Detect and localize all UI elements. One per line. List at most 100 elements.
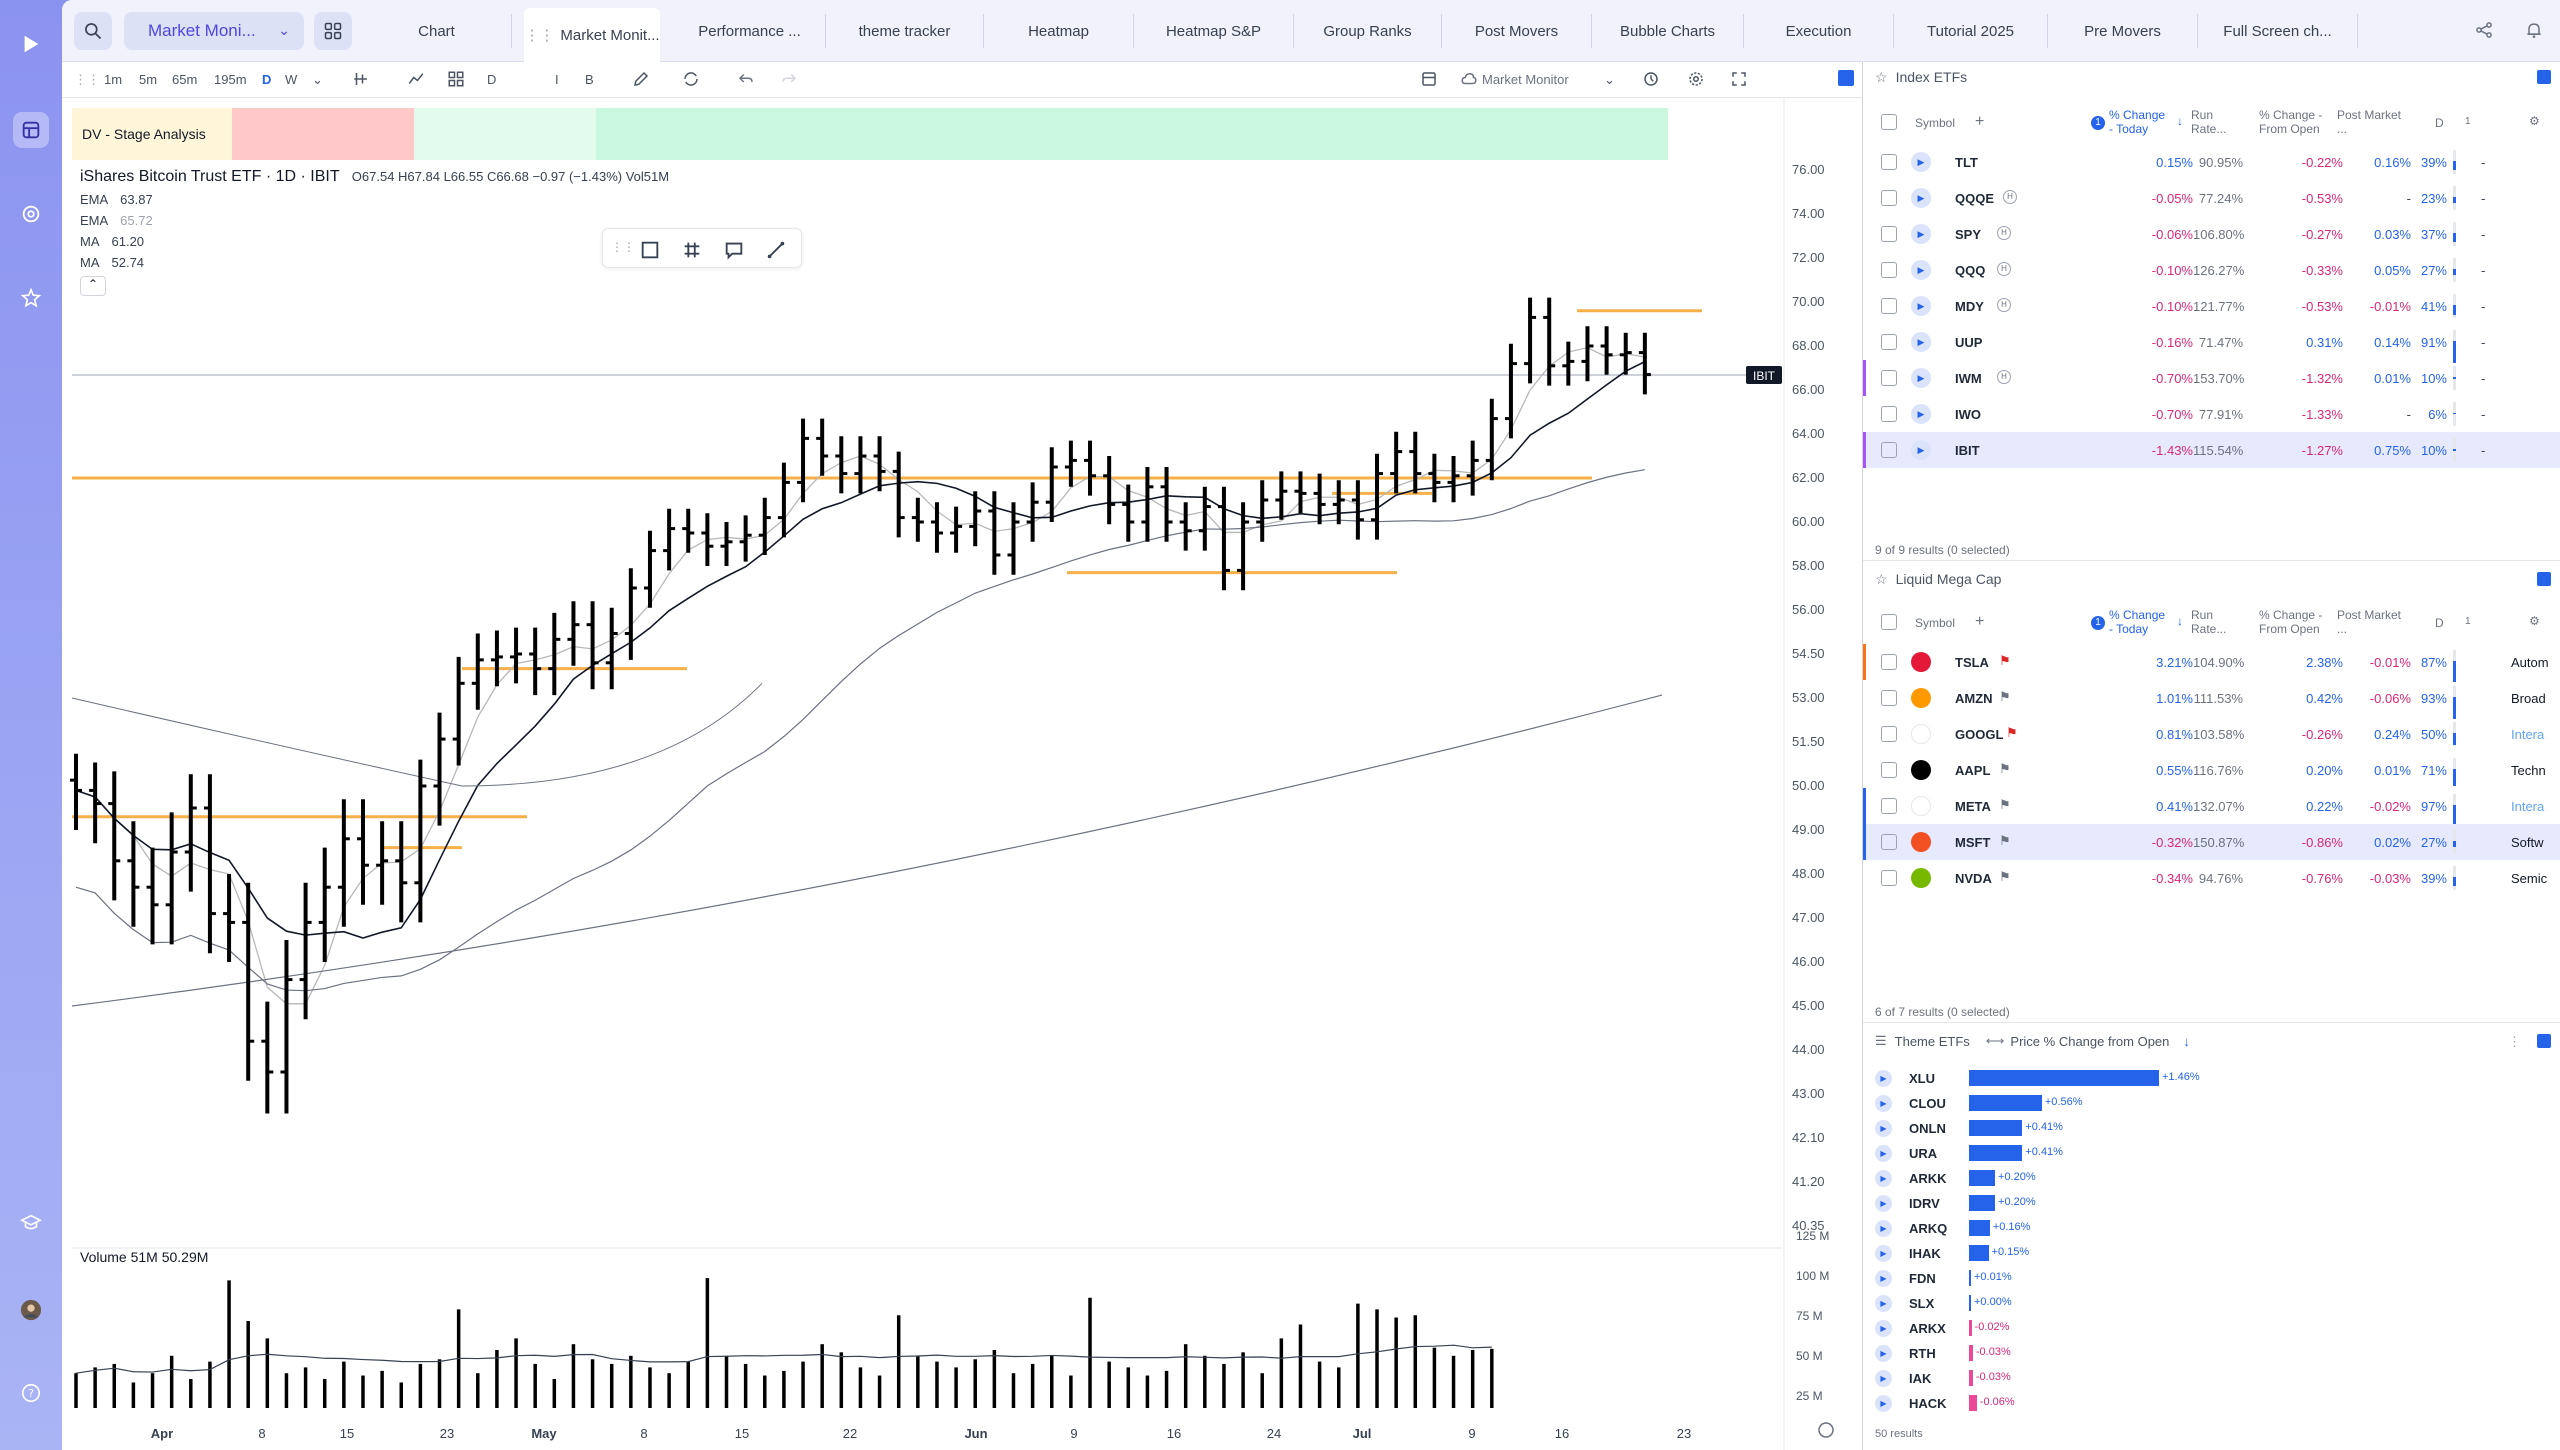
color-swatch[interactable] [1838,70,1854,86]
theme-symbol[interactable]: IDRV [1909,1196,1940,1211]
col-change-today[interactable]: % Change - Today [2109,108,2166,136]
interval-dropdown-icon[interactable]: ⌄ [312,72,323,87]
theme-row[interactable]: ▶ ARKX -0.02% [1863,1316,2560,1341]
play-icon[interactable]: ▶ [1875,1295,1892,1312]
play-icon[interactable]: ▶ [1875,1245,1892,1262]
theme-row[interactable]: ▶ XLU +1.46% [1863,1066,2560,1091]
row-symbol[interactable]: AAPL [1955,763,1991,778]
line-chart-icon[interactable] [407,70,425,91]
table-row[interactable]: MSFT ⚑ -0.32% 150.87% -0.86% 0.02% 27% Softw [1863,824,2560,860]
theme-symbol[interactable]: IAK [1909,1371,1932,1386]
tab-post-movers[interactable]: Post Movers [1442,14,1592,48]
row-symbol[interactable]: UUP [1955,335,1983,350]
collapse-legend-button[interactable]: ⌃ [80,276,106,296]
gear-icon[interactable] [1818,1422,1834,1438]
gear-icon[interactable] [1687,70,1705,91]
col-symbol[interactable]: Symbol [1915,116,1956,130]
interval-5m[interactable]: 5m [139,72,158,87]
tab-heatmap-sp[interactable]: Heatmap S&P [1134,14,1294,48]
color-swatch[interactable] [2537,1034,2551,1048]
gear-icon[interactable]: ⚙ [2529,114,2540,128]
row-checkbox[interactable] [1881,654,1897,670]
row-symbol[interactable]: IWO [1955,407,1981,422]
tab-pre-movers[interactable]: Pre Movers [2048,14,2198,48]
play-icon[interactable]: ▶ [1875,1120,1892,1137]
graduation-cap-icon[interactable] [13,1205,49,1241]
table-row[interactable]: ▶ QQQE H -0.05% 77.24% -0.53% -23% - [1863,180,2560,216]
fib-tool-icon[interactable] [681,239,703,261]
play-icon[interactable]: ▶ [1875,1220,1892,1237]
table-row[interactable]: ▶ TLT 0.15% 90.95% -0.22% 0.16% 39% - [1863,144,2560,180]
table-row[interactable]: ▶ UUP -0.16% 71.47% 0.31% 0.14% 91% - [1863,324,2560,363]
row-symbol[interactable]: IBIT [1955,443,1980,458]
theme-symbol[interactable]: RTH [1909,1346,1936,1361]
play-icon[interactable]: ▶ [1875,1170,1892,1187]
row-checkbox[interactable] [1881,190,1897,206]
more-icon[interactable]: ⋮ [2508,1034,2521,1049]
sort-desc-icon[interactable]: ↓ [2183,1033,2190,1049]
theme-symbol[interactable]: ARKK [1909,1171,1947,1186]
pencil-icon[interactable] [632,70,650,91]
table-row[interactable]: ▶ QQQ H -0.10% 126.27% -0.33% 0.05% 27% - [1863,252,2560,288]
share-icon[interactable] [2474,20,2494,45]
col-change-open[interactable]: % Change - From Open [2259,608,2323,636]
sort-desc-icon[interactable]: ↓ [2177,614,2183,628]
row-symbol[interactable]: QQQE [1955,191,1995,206]
col-post-market[interactable]: Post Market ... [2337,108,2402,136]
sort-desc-icon[interactable]: ↓ [2177,114,2183,128]
redo-icon[interactable] [780,70,798,91]
indicator-ma-1[interactable]: MA 61.20 [80,234,145,249]
col-run-rate[interactable]: Run Rate... [2191,608,2227,636]
help-icon[interactable]: ? [13,1375,49,1411]
theme-symbol[interactable]: HACK [1909,1396,1947,1411]
theme-symbol[interactable]: ARKX [1909,1321,1946,1336]
table-row[interactable]: NVDA ⚑ -0.34% 94.76% -0.76% -0.03% 39% Semic [1863,860,2560,896]
table-row[interactable]: ▶ IBIT -1.43% 115.54% -1.27% 0.75% 10% - [1863,432,2560,468]
col-1[interactable]: 1 [2465,616,2471,627]
select-all-checkbox[interactable] [1881,614,1897,630]
theme-row[interactable]: ▶ FDN +0.01% [1863,1266,2560,1291]
row-checkbox[interactable] [1881,690,1897,706]
col-change-today[interactable]: % Change - Today [2109,608,2166,636]
holdings-icon[interactable]: H [1997,226,2011,240]
star-icon[interactable]: ☆ [1875,68,1888,85]
tab-execution[interactable]: Execution [1744,14,1894,48]
gear-icon[interactable]: ⚙ [2529,614,2540,628]
row-checkbox[interactable] [1881,154,1897,170]
holdings-icon[interactable]: H [1997,298,2011,312]
workspace-select[interactable]: Market Moni... ⌄ [124,12,304,50]
theme-row[interactable]: ▶ IHAK +0.15% [1863,1241,2560,1266]
play-logo-icon[interactable] [13,26,49,62]
indicators-icon[interactable] [352,70,370,91]
row-symbol[interactable]: IWM [1955,371,1982,386]
flag-icon[interactable]: ⚑ [1999,869,2011,884]
col-d[interactable]: D [2435,116,2444,130]
dashboard-icon[interactable] [13,112,49,148]
row-checkbox[interactable] [1881,442,1897,458]
chevron-down-icon[interactable]: ⌄ [1604,72,1615,87]
tab-full-screen[interactable]: Full Screen ch... [2198,14,2358,48]
alert-icon[interactable] [1642,70,1660,91]
row-symbol[interactable]: NVDA [1955,871,1992,886]
table-row[interactable]: ▶ SPY H -0.06% 106.80% -0.27% 0.03% 37% - [1863,216,2560,252]
holdings-icon[interactable]: H [1997,262,2011,276]
table-row[interactable]: ▶ IWM H -0.70% 153.70% -1.32% 0.01% 10% - [1863,360,2560,396]
theme-row[interactable]: ▶ ARKQ +0.16% [1863,1216,2560,1241]
tab-market-monitor[interactable]: ⋮⋮ Market Monit... [524,8,660,62]
toolbar-d-button[interactable]: D [487,72,497,87]
play-icon[interactable]: ▶ [1875,1070,1892,1087]
play-icon[interactable]: ▶ [1875,1195,1892,1212]
fullscreen-icon[interactable] [1730,70,1748,91]
bell-icon[interactable] [2524,20,2544,45]
row-symbol[interactable]: MDY [1955,299,1984,314]
interval-weekly[interactable]: W [285,72,298,87]
row-checkbox[interactable] [1881,870,1897,886]
row-checkbox[interactable] [1881,262,1897,278]
layout-icon[interactable] [1420,70,1438,91]
add-symbol-icon[interactable]: + [1975,113,1985,130]
indicator-ma-2[interactable]: MA 52.74 [80,255,145,270]
row-checkbox[interactable] [1881,334,1897,350]
interval-65m[interactable]: 65m [172,72,198,87]
theme-symbol[interactable]: IHAK [1909,1246,1941,1261]
comment-tool-icon[interactable] [723,239,745,261]
